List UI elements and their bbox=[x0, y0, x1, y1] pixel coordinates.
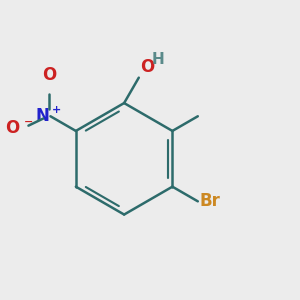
Text: O: O bbox=[42, 66, 56, 84]
Text: O: O bbox=[140, 58, 154, 76]
Text: N: N bbox=[35, 107, 49, 125]
Text: H: H bbox=[152, 52, 165, 68]
Text: O: O bbox=[5, 119, 20, 137]
Text: Br: Br bbox=[199, 192, 220, 210]
Text: −: − bbox=[23, 116, 33, 127]
Text: +: + bbox=[52, 105, 61, 115]
